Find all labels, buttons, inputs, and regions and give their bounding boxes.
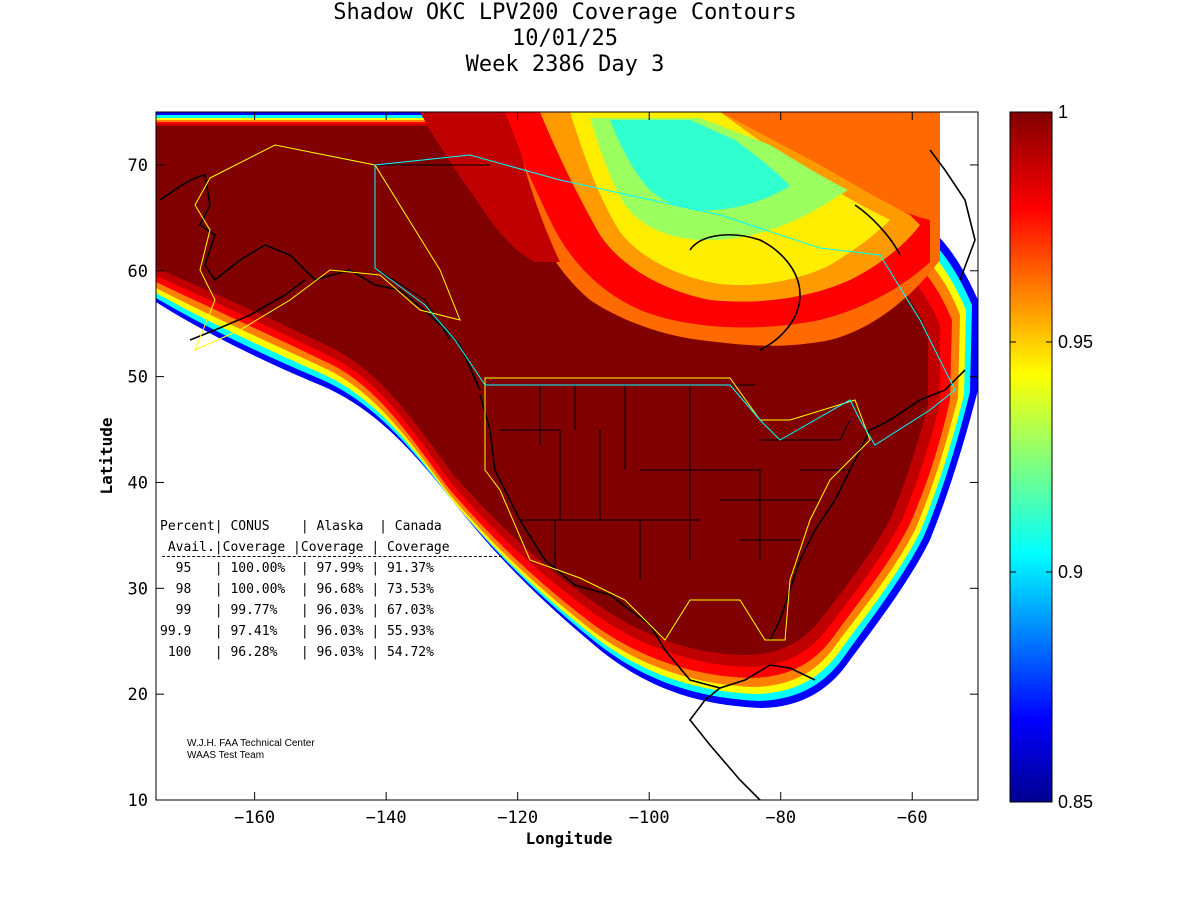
- colorbar-ticks: [1010, 111, 1052, 803]
- credit-block: W.J.H. FAA Technical Center WAAS Test Te…: [187, 738, 315, 762]
- x-axis-label: Longitude: [526, 829, 613, 848]
- x-tick-label: −80: [765, 808, 796, 828]
- credit-line-2: WAAS Test Team: [187, 750, 265, 761]
- x-tick-label: −120: [497, 808, 538, 828]
- y-tick-label: 40: [128, 473, 148, 493]
- colorbar-label: 0.85: [1058, 792, 1093, 812]
- x-tick-label: −140: [366, 808, 407, 828]
- chart-title-line-3: Week 2386 Day 3: [465, 52, 665, 77]
- x-tick-label: −160: [234, 808, 275, 828]
- y-tick-label: 50: [128, 368, 148, 388]
- table-row-99-9: 99.9 | 97.41% | 96.03% | 55.93%: [160, 624, 434, 639]
- table-separator: [162, 556, 502, 557]
- table-header-2: Avail.|Coverage |Coverage | Coverage: [160, 540, 450, 555]
- conus-boundary: [194, 144, 871, 641]
- x-tick-label: −60: [897, 808, 928, 828]
- y-tick-label: 70: [128, 156, 148, 176]
- credit-line-1: W.J.H. FAA Technical Center: [187, 738, 315, 749]
- table-row-95: 95 | 100.00% | 97.99% | 91.37%: [160, 561, 434, 576]
- y-tick-labels: 10 20 30 40 50 60 70: [128, 156, 148, 811]
- chart-title-line-2: 10/01/25: [512, 26, 618, 51]
- y-axis-label: Latitude: [97, 417, 116, 494]
- chart-title-line-1: Shadow OKC LPV200 Coverage Contours: [333, 0, 797, 25]
- colorbar: [1009, 111, 1053, 803]
- colorbar-label: 0.95: [1058, 332, 1093, 352]
- y-tick-label: 20: [128, 685, 148, 705]
- table-header-1: Percent| CONUS | Alaska | Canada: [160, 519, 442, 534]
- map-coastlines: [159, 149, 976, 800]
- y-tick-label: 60: [128, 262, 148, 282]
- table-row-99: 99 | 99.77% | 96.03% | 67.03%: [160, 603, 434, 618]
- colorbar-label: 1: [1058, 102, 1068, 122]
- contour-canada-cyan: [610, 120, 790, 211]
- contour-canada-west-red: [420, 112, 560, 262]
- table-row-98: 98 | 100.00% | 96.68% | 73.53%: [160, 582, 434, 597]
- table-row-100: 100 | 96.28% | 96.03% | 54.72%: [160, 645, 434, 660]
- axis-ticks: [156, 112, 978, 801]
- colorbar-label: 0.9: [1058, 562, 1083, 582]
- coverage-contours: [156, 112, 978, 708]
- coverage-table: Percent| CONUS | Alaska | Canada Avail.|…: [160, 516, 450, 663]
- x-tick-labels: −160 −140 −120 −100 −80 −60: [234, 808, 927, 828]
- plot-frame: [155, 111, 979, 801]
- colorbar-labels: 1 0.95 0.9 0.85: [1058, 102, 1093, 812]
- canada-boundary: [374, 154, 956, 446]
- y-tick-label: 30: [128, 579, 148, 599]
- y-tick-label: 10: [128, 791, 148, 811]
- x-tick-label: −100: [629, 808, 670, 828]
